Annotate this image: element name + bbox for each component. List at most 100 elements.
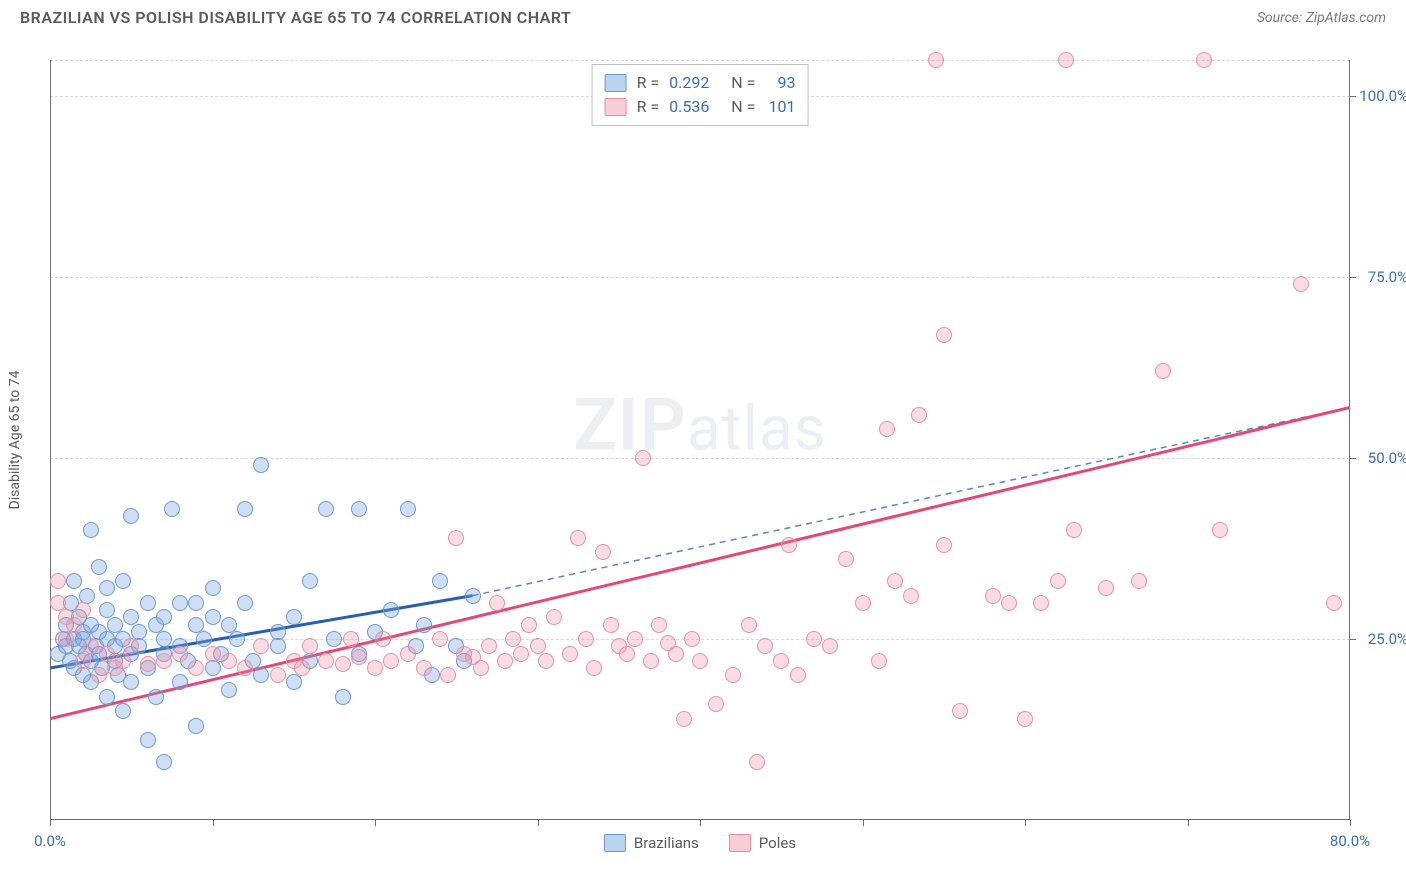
data-point-poles bbox=[489, 595, 505, 611]
data-point-brazilians bbox=[253, 457, 269, 473]
x-tick bbox=[213, 820, 214, 826]
data-point-poles bbox=[749, 754, 765, 770]
data-point-poles bbox=[1293, 276, 1309, 292]
data-point-poles bbox=[578, 631, 594, 647]
data-point-poles bbox=[416, 660, 432, 676]
bottom-legend: BraziliansPoles bbox=[604, 834, 796, 852]
data-point-brazilians bbox=[148, 689, 164, 705]
x-tick bbox=[1188, 820, 1189, 826]
data-point-poles bbox=[692, 653, 708, 669]
data-point-poles bbox=[806, 631, 822, 647]
data-point-brazilians bbox=[270, 638, 286, 654]
data-point-poles bbox=[790, 667, 806, 683]
data-point-poles bbox=[708, 696, 724, 712]
legend-label: Brazilians bbox=[634, 834, 699, 852]
data-point-brazilians bbox=[465, 588, 481, 604]
swatch-poles bbox=[605, 98, 627, 116]
data-point-poles bbox=[294, 660, 310, 676]
data-point-poles bbox=[335, 656, 351, 672]
data-point-poles bbox=[838, 551, 854, 567]
legend-item-brazilians: Brazilians bbox=[604, 834, 699, 852]
data-point-poles bbox=[400, 646, 416, 662]
data-point-poles bbox=[513, 646, 529, 662]
data-point-poles bbox=[1066, 522, 1082, 538]
data-point-poles bbox=[879, 421, 895, 437]
watermark-atlas: atlas bbox=[687, 392, 827, 465]
x-tick-label: 80.0% bbox=[1330, 832, 1370, 850]
data-point-poles bbox=[375, 631, 391, 647]
data-point-brazilians bbox=[318, 501, 334, 517]
chart-title: BRAZILIAN VS POLISH DISABILITY AGE 65 TO… bbox=[20, 8, 571, 27]
chart-area: Disability Age 65 to 74 ZIPatlas 0.0%80.… bbox=[50, 60, 1350, 820]
left-axis-line bbox=[50, 60, 51, 820]
data-point-poles bbox=[643, 653, 659, 669]
x-tick bbox=[1025, 820, 1026, 826]
data-point-poles bbox=[367, 660, 383, 676]
y-tick-label: 100.0% bbox=[1353, 87, 1406, 105]
chart-header: BRAZILIAN VS POLISH DISABILITY AGE 65 TO… bbox=[0, 0, 1406, 39]
data-point-poles bbox=[1033, 595, 1049, 611]
x-tick bbox=[50, 820, 51, 826]
data-point-brazilians bbox=[302, 573, 318, 589]
data-point-brazilians bbox=[156, 754, 172, 770]
data-point-poles bbox=[123, 638, 139, 654]
data-point-poles bbox=[1058, 52, 1074, 68]
data-point-poles bbox=[1155, 363, 1171, 379]
data-point-brazilians bbox=[99, 689, 115, 705]
source-prefix: Source: bbox=[1257, 10, 1306, 26]
source-name: ZipAtlas.com bbox=[1306, 10, 1386, 26]
data-point-poles bbox=[538, 653, 554, 669]
data-point-poles bbox=[188, 660, 204, 676]
data-point-brazilians bbox=[205, 660, 221, 676]
data-point-brazilians bbox=[172, 674, 188, 690]
data-point-poles bbox=[481, 638, 497, 654]
data-point-poles bbox=[773, 653, 789, 669]
data-point-brazilians bbox=[188, 595, 204, 611]
data-point-brazilians bbox=[205, 580, 221, 596]
data-point-brazilians bbox=[172, 595, 188, 611]
data-point-brazilians bbox=[335, 689, 351, 705]
data-point-brazilians bbox=[140, 595, 156, 611]
data-point-brazilians bbox=[115, 573, 131, 589]
x-tick bbox=[700, 820, 701, 826]
data-point-poles bbox=[985, 588, 1001, 604]
data-point-brazilians bbox=[351, 501, 367, 517]
data-point-brazilians bbox=[99, 580, 115, 596]
data-point-brazilians bbox=[221, 682, 237, 698]
data-point-poles bbox=[936, 537, 952, 553]
data-point-brazilians bbox=[196, 631, 212, 647]
data-point-poles bbox=[270, 667, 286, 683]
data-point-poles bbox=[521, 617, 537, 633]
y-tick-label: 25.0% bbox=[1353, 630, 1406, 648]
data-point-poles bbox=[627, 631, 643, 647]
data-point-brazilians bbox=[205, 609, 221, 625]
data-point-poles bbox=[1098, 580, 1114, 596]
data-point-poles bbox=[58, 631, 74, 647]
data-point-poles bbox=[237, 660, 253, 676]
data-point-poles bbox=[635, 450, 651, 466]
data-point-brazilians bbox=[326, 631, 342, 647]
data-point-brazilians bbox=[107, 617, 123, 633]
data-point-brazilians bbox=[383, 602, 399, 618]
stats-legend-box: R =0.292 N =93R =0.536 N =101 bbox=[592, 64, 809, 126]
swatch-brazilians bbox=[605, 74, 627, 92]
data-point-poles bbox=[253, 638, 269, 654]
data-point-poles bbox=[99, 646, 115, 662]
data-point-poles bbox=[1196, 52, 1212, 68]
data-point-brazilians bbox=[164, 501, 180, 517]
data-point-poles bbox=[725, 667, 741, 683]
x-tick bbox=[538, 820, 539, 826]
data-point-brazilians bbox=[253, 667, 269, 683]
y-tick-label: 75.0% bbox=[1353, 268, 1406, 286]
r-value: 0.536 bbox=[669, 95, 709, 119]
data-point-poles bbox=[497, 653, 513, 669]
legend-swatch-poles bbox=[729, 834, 751, 852]
grid-line bbox=[50, 277, 1350, 278]
data-point-poles bbox=[1017, 711, 1033, 727]
data-point-brazilians bbox=[188, 718, 204, 734]
data-point-poles bbox=[318, 653, 334, 669]
x-tick bbox=[375, 820, 376, 826]
data-point-brazilians bbox=[286, 609, 302, 625]
data-point-brazilians bbox=[188, 617, 204, 633]
data-point-poles bbox=[156, 653, 172, 669]
